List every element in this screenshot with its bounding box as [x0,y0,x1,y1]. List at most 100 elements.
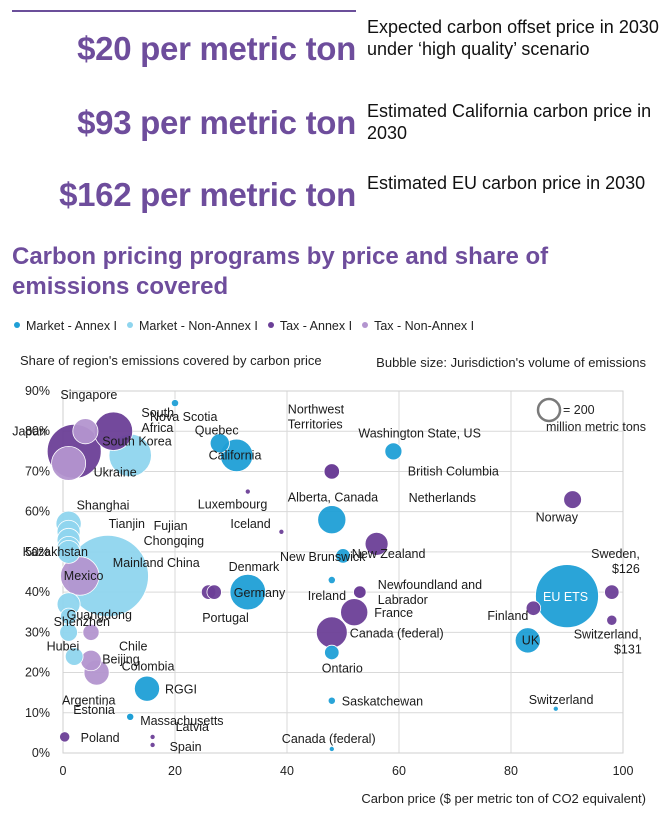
bubble [80,649,102,672]
point-label: Canada (federal) [282,732,376,746]
x-tick-label: 60 [392,764,406,778]
point-label: Estonia [73,703,115,717]
y-tick-label: 90% [25,384,50,398]
point-label: Japan [12,424,46,438]
point-label: Washington State, US [358,426,481,440]
point-label: Singapore [60,388,117,402]
bubble [340,598,369,627]
size-legend-label: = 200 [563,403,595,417]
size-legend-circle [536,397,562,423]
point-label: Shanghai [77,499,130,513]
bubble [535,564,599,629]
point-label-line: Ukraine [94,465,137,479]
point-label-line: Mexico [64,569,104,583]
bubble [149,733,156,740]
point-label-line: South [141,406,174,420]
point-label: Netherlands [409,491,476,505]
point-label-line: UK [522,633,540,647]
x-tick-label: 40 [280,764,294,778]
price-value: $20 per metric ton [77,30,356,67]
point-label-line: Chongqing [144,534,205,548]
point-label-line: Nova Scotia [150,410,217,424]
point-label-line: Fujian [154,519,188,533]
y-tick-label: 30% [25,625,50,639]
point-label-line: Argentina [62,693,116,707]
point-label: Ontario [322,661,363,675]
point-label: UK [522,633,540,647]
point-label-line: Germany [234,586,286,600]
bubble [60,607,78,625]
y-tick-label: 20% [25,666,50,680]
point-label: Spain [170,740,202,754]
point-label-line: Newfoundland and [378,578,482,592]
point-label: RGGI [165,683,197,697]
bubble [126,712,135,721]
bubble [64,647,84,666]
point-label-line: Guangdong [67,608,132,622]
point-label: Sweden, $126 [591,547,640,576]
point-label-line: Estonia [73,703,115,717]
point-label: Massachusetts [140,714,223,728]
bubble [335,548,351,564]
bubble [244,488,251,495]
bubble [364,531,389,556]
y-tick-label: 0% [32,746,50,760]
point-label-line: Labrador [378,593,428,607]
bubble [134,675,160,702]
point-label: New Zealand [352,547,426,561]
point-label: Kazakhstan [23,545,88,559]
point-label: Tianjin [109,517,145,531]
point-label-line: Massachusetts [140,714,223,728]
point-label-line: Africa [141,421,173,435]
point-label-line: Tianjin [109,517,145,531]
price-description: Estimated EU carbon price in 2030 [367,173,646,193]
point-label: Denmark [229,560,280,574]
top-rule [12,10,356,12]
point-label-line: Sweden, [591,547,640,561]
y-tick-label: 60% [25,505,50,519]
point-label: Beijing [102,652,140,666]
bubble [60,556,100,596]
point-label: Chile [119,639,148,653]
point-label-line: Finland [487,609,528,623]
point-label-line: Poland [81,731,120,745]
point-label: South Africa [141,406,174,435]
point-label: France [374,606,413,620]
point-label-line: Shanghai [77,499,130,513]
bubble [56,539,81,564]
point-label-line: Ireland [308,589,346,603]
point-label: Poland [81,731,120,745]
y-axis-label: Share of region's emissions covered by c… [20,353,322,368]
point-label-line: Hubei [47,639,80,653]
point-label-line: Chile [119,639,148,653]
point-label: Canada (federal) [350,626,444,640]
point-label: Guangdong [67,608,132,622]
bubble [525,600,542,616]
point-label: Colombia [122,660,175,674]
point-label: Mainland China [113,556,200,570]
point-label-line: Shenzhen [54,615,110,629]
bubble [72,418,99,445]
point-label: Newfoundland and Labrador [378,578,482,607]
point-label-line: Switzerland, [574,627,642,641]
point-label-line: Kazakhstan [23,545,88,559]
point-label: Saskatchewan [342,695,423,709]
bubble [82,623,100,641]
point-label: Ukraine [94,465,137,479]
point-label: EU ETS [543,590,588,604]
point-label-line: $131 [614,642,642,656]
point-label-line: South Korea [102,434,172,448]
point-label-line: Latvia [176,720,209,734]
bubble [59,731,71,743]
bubble [149,741,156,748]
point-label-line: New Zealand [352,547,426,561]
point-label-line: EU ETS [543,590,588,604]
bubble [206,584,222,600]
point-label-line: Spain [170,740,202,754]
price-description: Estimated California carbon price in 203… [367,101,652,143]
point-label-line: California [209,448,262,462]
point-label: Switzerland [529,693,594,707]
point-label: Iceland [230,517,270,531]
legend-item-3: Tax - Annex I [267,319,352,333]
point-label-line: Northwest [288,402,345,416]
